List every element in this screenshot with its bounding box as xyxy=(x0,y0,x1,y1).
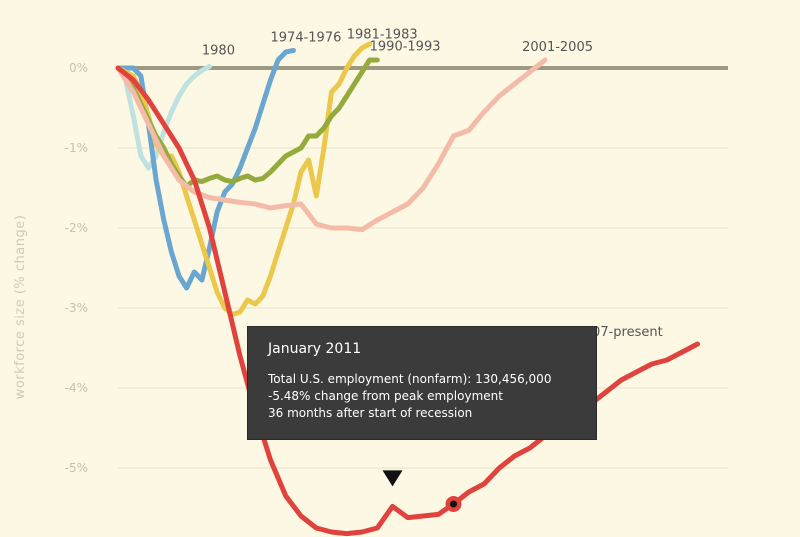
tooltip-title: January 2011 xyxy=(268,341,362,357)
series-label: 1980 xyxy=(202,43,235,58)
tooltip-months: 36 months after start of recession xyxy=(268,406,473,420)
series-label: 1990-1993 xyxy=(370,39,441,54)
series-label: 1974-1976 xyxy=(271,31,342,46)
tooltip: January 2011 Total U.S. employment (nonf… xyxy=(247,326,597,440)
point-marker xyxy=(450,500,457,508)
series-label: 2007-present xyxy=(576,325,663,340)
y-axis-title: workforce size (% change) xyxy=(13,215,28,400)
series-line xyxy=(115,57,380,189)
y-tick-label: -2% xyxy=(65,221,88,235)
y-tick-label: 0% xyxy=(69,61,88,75)
tooltip-change: -5.48% change from peak employment xyxy=(268,389,503,403)
y-tick-label: -3% xyxy=(65,301,88,315)
y-tick-label: -5% xyxy=(65,461,88,475)
y-tick-label: -4% xyxy=(65,381,88,395)
series-label: 1981-1983 xyxy=(347,27,418,42)
highlight-triangle xyxy=(382,470,403,487)
series-label: 2001-2005 xyxy=(522,40,593,55)
y-tick-label: -1% xyxy=(65,141,88,155)
series-line xyxy=(115,63,212,171)
series-line xyxy=(115,65,700,537)
series-line xyxy=(115,57,548,233)
tooltip-employment: Total U.S. employment (nonfarm): 130,456… xyxy=(268,372,552,386)
